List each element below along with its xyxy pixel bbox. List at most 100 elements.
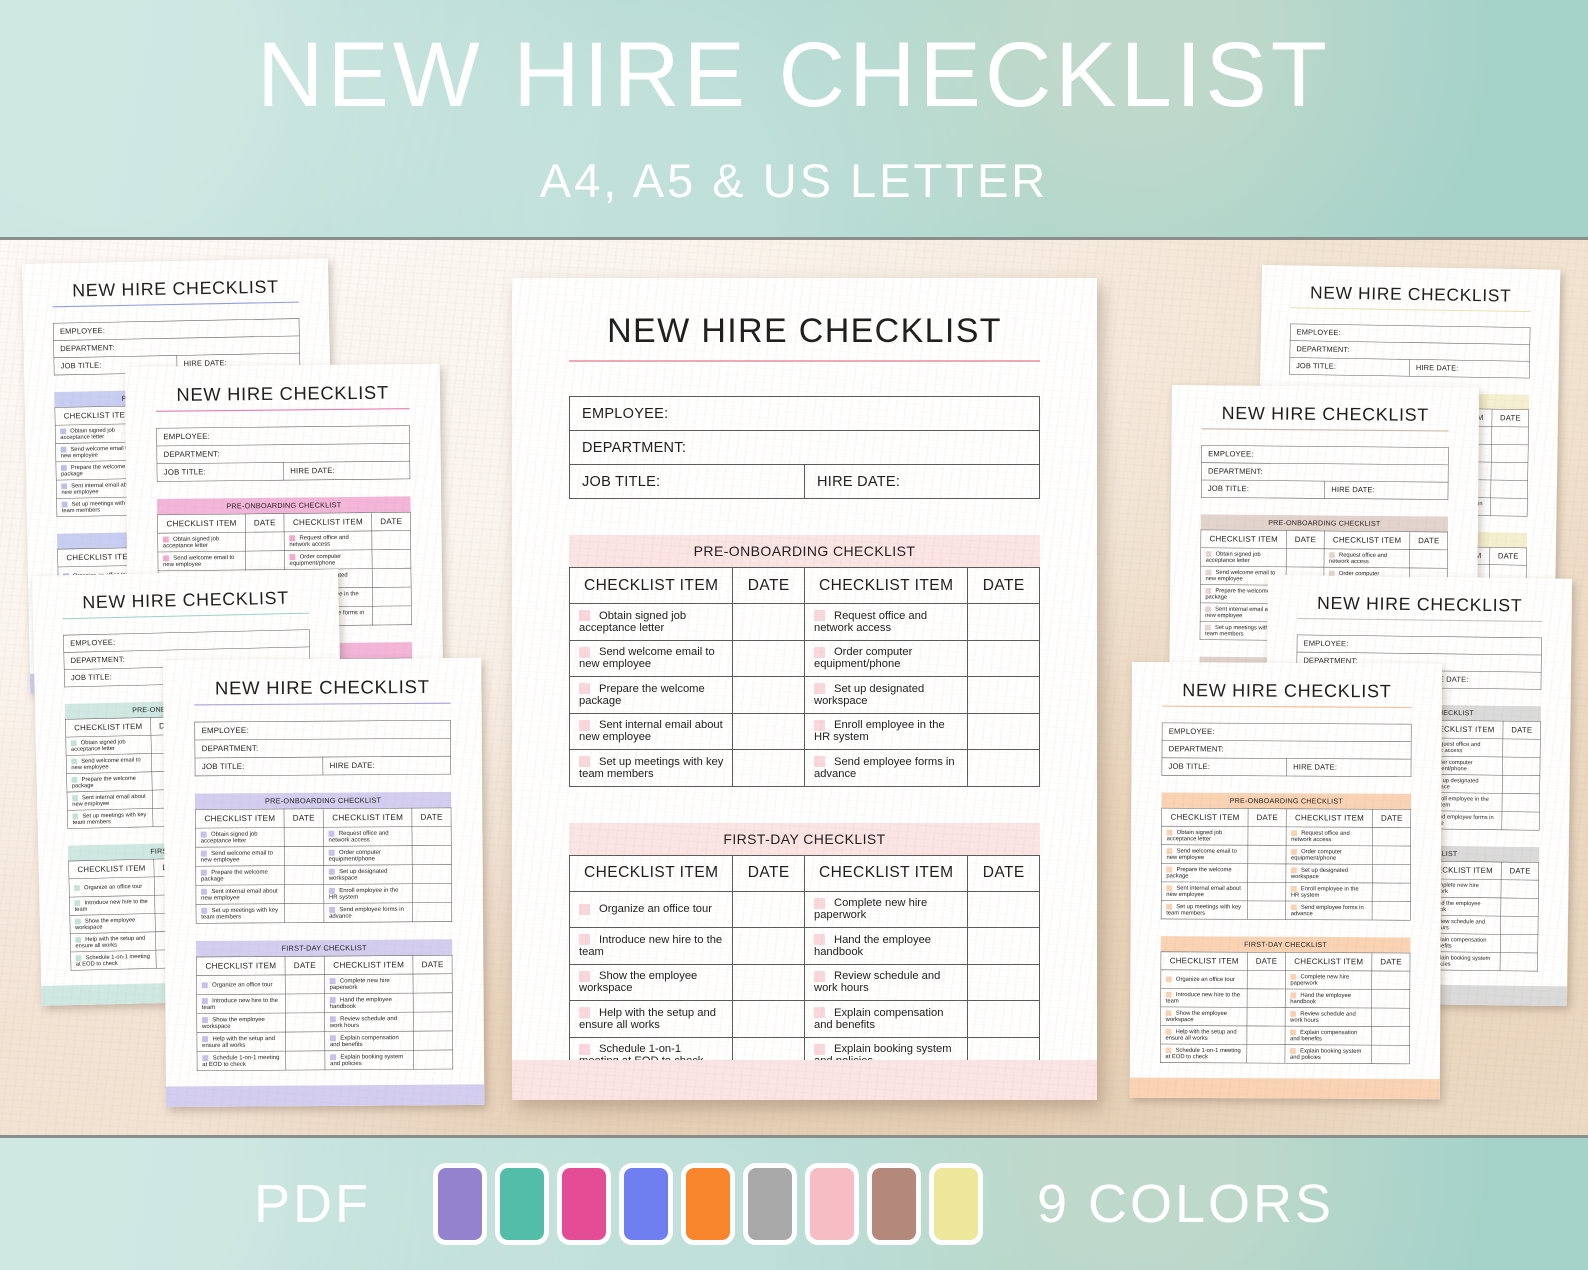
checkbox-icon[interactable] [1291,830,1298,836]
info-field-hire-date[interactable]: HIRE DATE: [1286,758,1412,777]
color-swatch-gray[interactable] [742,1163,797,1245]
checkbox-icon[interactable] [579,1007,590,1019]
checklist-item[interactable]: Explain compensation and benefits [803,1000,969,1038]
date-cell[interactable] [967,749,1040,787]
date-cell[interactable] [1372,827,1411,847]
checkbox-icon[interactable] [200,831,207,838]
checklist-item[interactable]: Prepare the welcome package [66,771,153,793]
date-cell[interactable] [1500,952,1538,972]
checkbox-icon[interactable] [579,719,590,731]
checklist-item[interactable]: Set up designated workspace [803,676,969,714]
checkbox-icon[interactable] [329,996,336,1003]
date-cell[interactable] [1491,462,1528,481]
checkbox-icon[interactable] [201,1016,208,1023]
date-cell[interactable] [1247,882,1286,902]
checkbox-icon[interactable] [1290,885,1297,892]
checkbox-icon[interactable] [289,553,296,560]
checklist-item[interactable]: Schedule 1-on-1 meeting at EOD to check [1160,1044,1248,1064]
checkbox-icon[interactable] [1290,992,1297,999]
date-cell[interactable] [1490,480,1528,499]
checkbox-icon[interactable] [813,683,825,695]
date-cell[interactable] [1372,882,1411,902]
color-swatch-orange[interactable] [680,1163,735,1245]
color-swatch-blue[interactable] [618,1163,673,1245]
info-field-hire-date[interactable]: HIRE DATE: [1409,359,1530,379]
checklist-item[interactable]: Set up meetings with key team members [195,903,286,924]
checklist-item[interactable]: Organize an office tour [568,890,734,928]
date-cell[interactable] [284,827,324,847]
info-field-department[interactable]: DEPARTMENT: [1201,462,1449,483]
date-cell[interactable] [1371,970,1410,990]
date-cell[interactable] [732,963,805,1001]
info-field-hire-date[interactable]: HIRE DATE: [322,756,451,776]
date-cell[interactable] [1501,879,1539,899]
date-cell[interactable] [1502,793,1540,813]
checklist-item[interactable]: Send employee forms in advance [803,749,969,787]
info-field-job-title[interactable]: JOB TITLE: [1289,357,1410,377]
checklist-item[interactable]: Request office and network access [803,603,969,641]
checklist-item[interactable]: Schedule 1-on-1 meeting at EOD to check [197,1051,287,1071]
checklist-item[interactable]: Explain compensation and benefits [324,1031,414,1051]
date-cell[interactable] [284,846,324,866]
checkbox-icon[interactable] [202,1054,209,1061]
date-cell[interactable] [1248,845,1287,864]
checklist-item[interactable]: Introduce new hire to the team [1160,988,1248,1008]
checklist-item[interactable]: Send welcome email to new employee [195,846,285,867]
checkbox-icon[interactable] [579,903,590,915]
date-cell[interactable] [1248,826,1287,846]
checkbox-icon[interactable] [1205,624,1211,631]
checklist-item[interactable]: Complete new hire paperwork [803,890,969,928]
checkbox-icon[interactable] [1290,1010,1297,1017]
date-cell[interactable] [1491,426,1529,445]
date-cell[interactable] [1247,988,1286,1008]
checklist-item[interactable]: Send welcome email to new employee [568,639,734,677]
checklist-item[interactable]: Sent internal email about new employee [195,884,285,905]
date-cell[interactable] [372,605,412,626]
checkbox-icon[interactable] [813,970,825,982]
checklist-item[interactable]: Show the employee workspace [69,913,156,934]
checklist-item[interactable]: Introduce new hire to the team [196,993,286,1014]
date-cell[interactable] [372,587,412,607]
checkbox-icon[interactable] [1329,552,1335,558]
checklist-item[interactable]: Explain compensation and benefits [1285,1026,1372,1046]
date-cell[interactable] [413,992,453,1013]
color-swatch-teal[interactable] [494,1163,549,1245]
date-cell[interactable] [412,902,452,922]
checkbox-icon[interactable] [1290,867,1297,874]
date-cell[interactable] [732,1000,805,1038]
checklist-item[interactable]: Schedule 1-on-1 meeting at EOD to check [70,950,157,971]
checklist-item[interactable]: Order computer equipment/phone [803,639,969,677]
date-cell[interactable] [1372,845,1411,865]
date-cell[interactable] [1491,444,1529,463]
checklist-item[interactable]: Obtain signed job acceptance letter [157,532,246,553]
checkbox-icon[interactable] [579,683,590,695]
checkbox-icon[interactable] [579,934,590,946]
checklist-item[interactable]: Help with the setup and ensure all works [70,931,157,953]
checklist-sheet-orange[interactable]: NEW HIRE CHECKLIST EMPLOYEE: DEPARTMENT: JO… [1129,662,1443,1100]
date-cell[interactable] [1247,900,1286,920]
checklist-item[interactable]: Obtain signed job acceptance letter [568,603,734,641]
checklist-item[interactable]: Request office and network access [1286,826,1373,846]
checklist-item[interactable]: Enroll employee in the HR system [323,883,413,904]
checklist-item[interactable]: Obtain signed job acceptance letter [65,735,152,756]
date-cell[interactable] [285,1012,325,1033]
checkbox-icon[interactable] [74,884,80,891]
checklist-item[interactable]: Complete new hire paperwork [1285,970,1373,990]
checklist-item[interactable]: Obtain signed job acceptance letter [1161,826,1249,846]
checklist-item[interactable]: Order computer equipment/phone [284,549,373,570]
checkbox-icon[interactable] [1165,1028,1172,1035]
date-cell[interactable] [412,864,452,884]
checkbox-icon[interactable] [163,555,169,562]
checklist-item[interactable]: Send welcome email to new employee [1161,844,1249,864]
checkbox-icon[interactable] [328,849,335,856]
date-cell[interactable] [372,568,412,588]
date-cell[interactable] [412,826,452,846]
checklist-item[interactable]: Show the employee workspace [196,1013,286,1033]
date-cell[interactable] [1247,1044,1286,1064]
date-cell[interactable] [412,845,452,865]
checkbox-icon[interactable] [200,850,207,857]
checkbox-icon[interactable] [1205,550,1212,557]
checklist-item[interactable]: Set up designated workspace [323,864,413,885]
checklist-item[interactable]: Send employee forms in advance [1285,901,1373,921]
date-cell[interactable] [284,884,324,904]
